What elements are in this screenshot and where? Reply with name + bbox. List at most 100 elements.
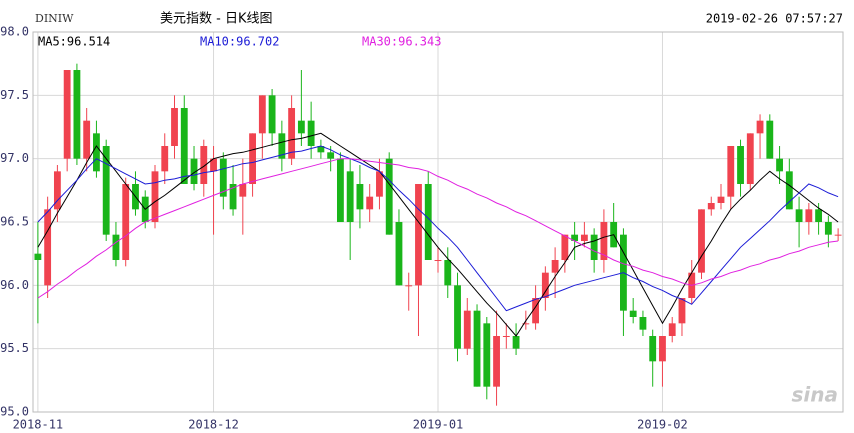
candle-body [424, 184, 432, 260]
legend-entry: MA5:96.514 [38, 35, 110, 49]
candle-body [580, 234, 588, 241]
candle-body [737, 146, 744, 184]
candle-body [522, 323, 530, 325]
y-tick-label: 95.5 [0, 341, 29, 355]
candle-body [493, 336, 500, 387]
candle-body [805, 209, 813, 222]
candle-body [249, 133, 256, 184]
candle-body [668, 323, 676, 336]
candle-body [746, 133, 754, 184]
candle-body [180, 108, 188, 184]
candle-body [815, 209, 823, 222]
candle-body [151, 171, 159, 222]
candle-body [34, 253, 42, 260]
y-tick-label: 98.0 [0, 25, 29, 39]
candle-body [659, 336, 666, 362]
candle-body [629, 310, 637, 317]
ma-line [37, 158, 839, 299]
candle-body [717, 196, 725, 203]
candle-body [210, 158, 217, 172]
candle-body [307, 120, 315, 146]
candle-body [171, 108, 178, 146]
candle-body [463, 310, 471, 349]
candle-body [834, 234, 842, 236]
candle-body [122, 184, 130, 260]
candle-body [93, 133, 100, 172]
candle-body [44, 209, 52, 286]
candle-body [102, 146, 110, 235]
candle-body [219, 158, 227, 197]
candle-body [258, 95, 266, 134]
candle-body [278, 133, 286, 159]
candle-body [600, 222, 608, 260]
candle-body [83, 120, 91, 159]
candle-body [571, 234, 579, 241]
candle-body [112, 234, 120, 260]
candle-body [239, 184, 247, 197]
chart-title: 美元指数 - 日K线图 [160, 12, 272, 27]
candle-body [454, 285, 461, 349]
candle-body [268, 95, 276, 134]
candle-body [200, 146, 208, 184]
y-tick-label: 96.0 [0, 278, 29, 292]
candle-body [678, 298, 686, 324]
candle-body [561, 234, 569, 260]
candle-body [776, 158, 783, 172]
candle-body [639, 317, 647, 330]
candle-body [395, 222, 403, 286]
legend-entry: MA10:96.702 [200, 35, 279, 49]
y-tick-label: 95.0 [0, 405, 29, 419]
watermark: sina [792, 383, 839, 407]
candle-body [727, 146, 735, 197]
ma-line [37, 132, 839, 337]
candle-body [698, 209, 705, 273]
plot-border [32, 31, 844, 413]
candle-body [502, 336, 510, 337]
candle-body [405, 285, 413, 287]
candle-body [415, 184, 422, 286]
candle-body [356, 184, 364, 210]
candle-body [512, 336, 520, 349]
candle-body [53, 171, 61, 210]
candle-body [73, 70, 81, 159]
y-tick-label: 97.0 [0, 151, 29, 165]
candle-body [327, 152, 335, 159]
candle-body [434, 260, 442, 261]
candle-body [63, 70, 71, 159]
x-tick-label: 2018-12 [188, 418, 239, 432]
y-tick-label: 96.5 [0, 215, 29, 229]
candle-body [707, 203, 715, 210]
y-tick-label: 97.5 [0, 88, 29, 102]
timestamp: 2019-02-26 07:57:27 [706, 12, 843, 26]
x-tick-label: 2019-01 [413, 418, 464, 432]
candle-body [766, 120, 774, 159]
candle-body [317, 146, 325, 153]
candle-body [590, 234, 598, 260]
x-tick-label: 2018-11 [13, 418, 64, 432]
legend-entry: MA30:96.343 [362, 35, 441, 49]
candle-body [297, 120, 305, 134]
candle-body [229, 184, 237, 210]
ma-line [37, 145, 839, 312]
candle-body [532, 298, 540, 324]
candle-body [785, 171, 793, 210]
candle-body [473, 310, 481, 387]
candle-body [795, 209, 803, 222]
candle-body [161, 146, 169, 172]
candle-body [824, 222, 832, 235]
candle-body [483, 323, 491, 387]
symbol: DINIW [35, 12, 74, 25]
candle-body [756, 120, 764, 134]
candle-body [346, 171, 354, 222]
candle-body [551, 260, 559, 273]
candle-body [288, 108, 296, 159]
candle-body [385, 158, 393, 235]
candle-body [366, 196, 374, 210]
candle-body [336, 158, 344, 222]
candle-body [649, 336, 657, 362]
candle-body [376, 171, 383, 197]
candle-body [444, 260, 452, 286]
candle-body [541, 272, 549, 298]
